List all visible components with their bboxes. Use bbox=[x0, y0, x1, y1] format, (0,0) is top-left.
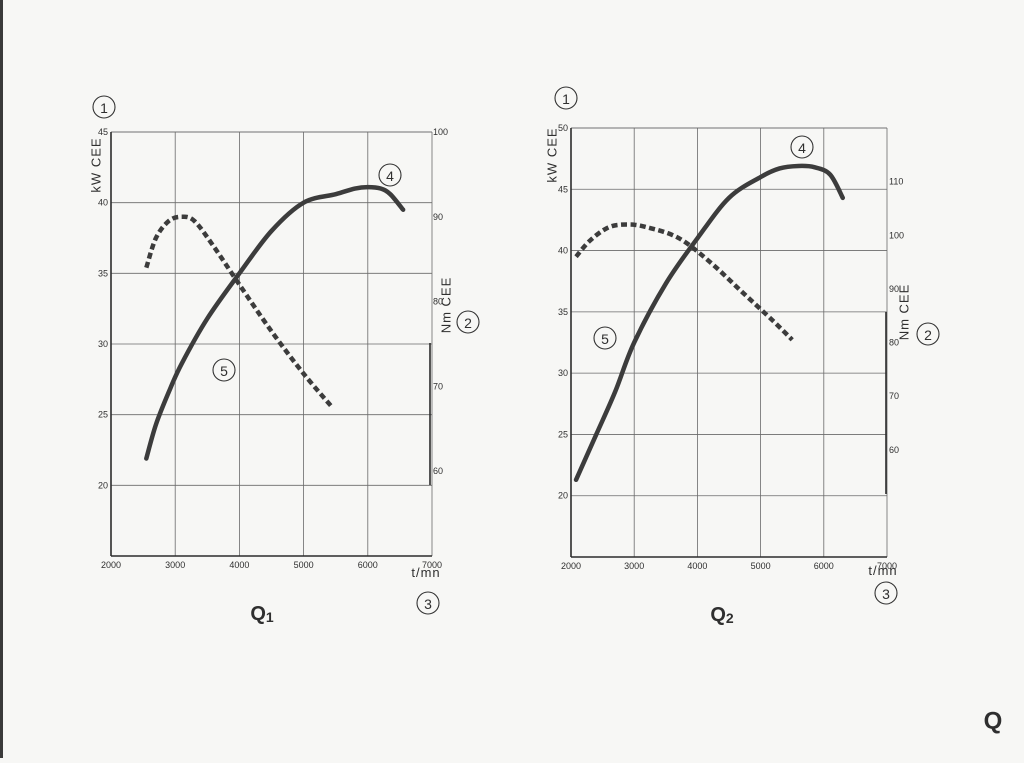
y-tick-label: 35 bbox=[98, 268, 108, 278]
y-tick-label: 35 bbox=[558, 307, 568, 317]
y2-tick-label: 80 bbox=[889, 338, 899, 348]
marker-torque-curve-label: 5 bbox=[220, 363, 228, 379]
caption-index: 2 bbox=[726, 610, 734, 626]
marker-x-axis: 3 bbox=[874, 581, 898, 605]
y2-tick-label: 110 bbox=[889, 177, 903, 187]
power-curve bbox=[573, 163, 846, 483]
x-tick-label: 7000 bbox=[422, 560, 442, 570]
marker-y2-axis: 2 bbox=[916, 322, 940, 346]
y-tick-label: 40 bbox=[98, 198, 108, 208]
marker-y-axis-label: 1 bbox=[100, 100, 108, 116]
x-axis-title: t/mn bbox=[411, 565, 440, 580]
y-tick-label: 45 bbox=[558, 184, 568, 194]
grid bbox=[110, 131, 433, 556]
y2-axis-title: Nm CEE bbox=[897, 284, 912, 341]
chart-1: 2000 3000 4000 5000 6000 70002025303540456070… bbox=[89, 95, 480, 625]
marker-y2-axis-circle bbox=[916, 322, 940, 346]
x-tick-label: 4000 bbox=[229, 560, 249, 570]
y2-tick-label: 90 bbox=[889, 284, 899, 294]
x-tick-label: 6000 bbox=[814, 561, 834, 571]
y-tick-label: 20 bbox=[98, 480, 108, 490]
y-axis-title: kW CEE bbox=[545, 127, 560, 182]
power-curve bbox=[144, 184, 406, 461]
marker-x-axis: 3 bbox=[416, 591, 440, 615]
marker-y-axis: 1 bbox=[92, 95, 116, 119]
y-tick-label: 50 bbox=[558, 123, 568, 133]
marker-y2-axis-circle bbox=[456, 310, 480, 334]
caption-letter: Q bbox=[250, 603, 266, 625]
torque-curve bbox=[144, 214, 335, 410]
marker-power-curve-label: 4 bbox=[798, 140, 806, 156]
marker-torque-curve-circle bbox=[593, 326, 617, 350]
chart-caption: Q1 bbox=[250, 603, 274, 625]
chart-2: 2000 3000 4000 5000 6000 70002025303540455060… bbox=[545, 86, 940, 626]
y-tick-label: 30 bbox=[558, 368, 568, 378]
x-tick-label: 2000 bbox=[561, 561, 581, 571]
page-edge bbox=[0, 0, 3, 758]
x-tick-label: 5000 bbox=[751, 561, 771, 571]
y-tick-label: 30 bbox=[98, 339, 108, 349]
marker-y-axis-circle bbox=[92, 95, 116, 119]
marker-power-curve: 4 bbox=[378, 163, 402, 187]
x-tick-label: 7000 bbox=[877, 561, 897, 571]
x-tick-label: 6000 bbox=[358, 560, 378, 570]
x-tick-label: 3000 bbox=[624, 561, 644, 571]
torque-curve bbox=[574, 222, 794, 342]
marker-y-axis: 1 bbox=[554, 86, 578, 110]
y2-tick-label: 100 bbox=[433, 127, 448, 137]
marker-x-axis-label: 3 bbox=[424, 596, 432, 612]
marker-y2-axis-label: 2 bbox=[464, 315, 472, 331]
x-tick-label: 4000 bbox=[687, 561, 707, 571]
marker-x-axis-circle bbox=[416, 591, 440, 615]
x-tick-label: 5000 bbox=[294, 560, 314, 570]
x-axis-title: t/mn bbox=[868, 563, 897, 578]
corner-logo: Q bbox=[984, 708, 1003, 735]
marker-x-axis-label: 3 bbox=[882, 586, 890, 602]
marker-torque-curve-label: 5 bbox=[601, 331, 609, 347]
y2-tick-label: 100 bbox=[889, 230, 904, 240]
marker-power-curve: 4 bbox=[790, 135, 814, 159]
y2-tick-label: 70 bbox=[433, 381, 443, 391]
marker-y2-axis: 2 bbox=[456, 310, 480, 334]
y-tick-label: 45 bbox=[98, 127, 108, 137]
y-tick-label: 25 bbox=[98, 410, 108, 420]
marker-power-curve-circle bbox=[790, 135, 814, 159]
y2-tick-label: 90 bbox=[433, 212, 443, 222]
marker-y-axis-label: 1 bbox=[562, 91, 570, 107]
x-tick-label: 2000 bbox=[101, 560, 121, 570]
caption-letter: Q bbox=[710, 604, 726, 626]
y-axis-title: kW CEE bbox=[89, 137, 104, 192]
y-tick-label: 25 bbox=[558, 429, 568, 439]
marker-power-curve-label: 4 bbox=[386, 168, 394, 184]
y2-axis-title: Nm CEE bbox=[439, 277, 454, 334]
y2-tick-label: 70 bbox=[889, 391, 899, 401]
marker-torque-curve: 5 bbox=[593, 326, 617, 350]
y-tick-label: 20 bbox=[558, 491, 568, 501]
marker-y2-axis-label: 2 bbox=[924, 327, 932, 343]
caption-index: 1 bbox=[266, 609, 274, 625]
y2-tick-label: 60 bbox=[889, 445, 899, 455]
y2-tick-label: 80 bbox=[433, 297, 443, 307]
chart-caption: Q2 bbox=[710, 604, 734, 626]
marker-power-curve-circle bbox=[378, 163, 402, 187]
marker-y-axis-circle bbox=[554, 86, 578, 110]
marker-torque-curve-circle bbox=[212, 358, 236, 382]
y-tick-label: 40 bbox=[558, 246, 568, 256]
x-tick-label: 3000 bbox=[165, 560, 185, 570]
y2-tick-label: 60 bbox=[433, 466, 443, 476]
marker-x-axis-circle bbox=[874, 581, 898, 605]
marker-torque-curve: 5 bbox=[212, 358, 236, 382]
